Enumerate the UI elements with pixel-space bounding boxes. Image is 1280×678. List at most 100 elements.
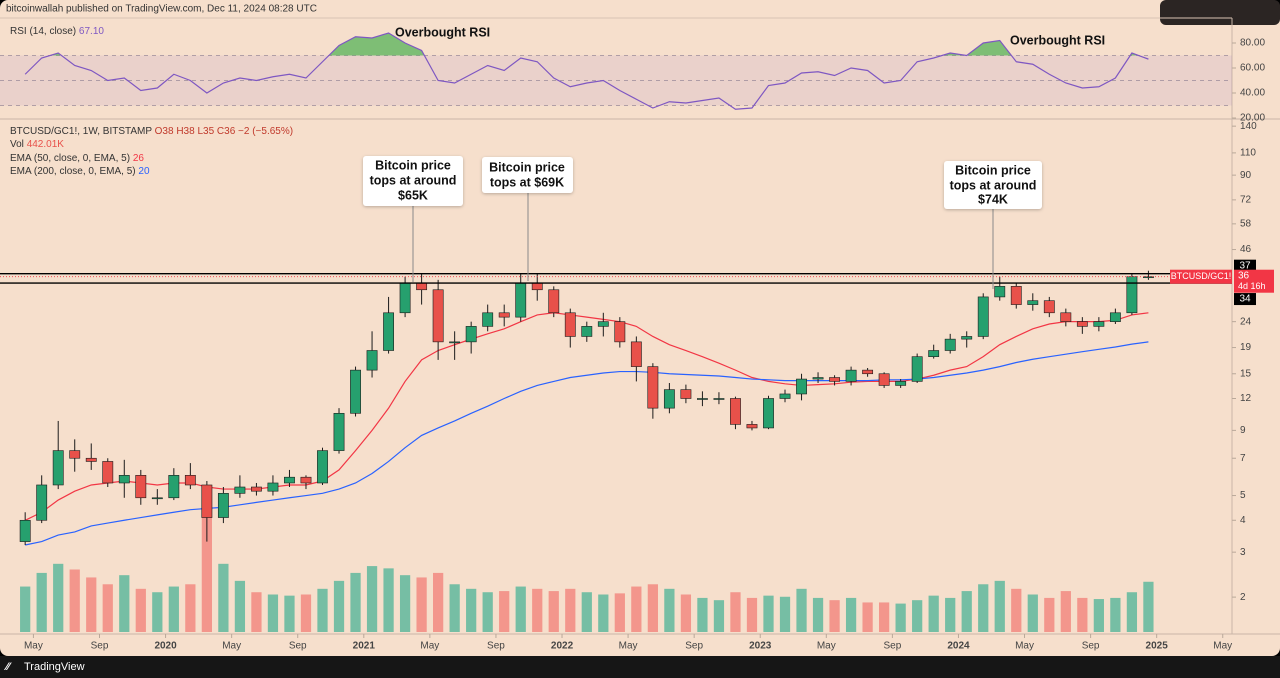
candle-body bbox=[796, 378, 807, 395]
candle-body bbox=[515, 282, 527, 318]
x-tick-label: 2025 bbox=[1146, 641, 1169, 652]
candle-body bbox=[1010, 286, 1022, 305]
candle-body bbox=[383, 312, 394, 351]
volume-bar bbox=[912, 600, 923, 632]
x-tick-label: May bbox=[420, 641, 439, 652]
volume-bar bbox=[466, 588, 477, 632]
volume-bar bbox=[862, 602, 873, 632]
volume-value: 442.01K bbox=[27, 139, 65, 150]
candle-body bbox=[201, 484, 213, 518]
volume-bar bbox=[565, 588, 576, 632]
volume-bar bbox=[664, 588, 675, 632]
ema-name: EMA (50, close, 0, EMA, 5) bbox=[10, 153, 130, 164]
candle-body bbox=[1076, 321, 1088, 327]
volume-bar bbox=[185, 584, 196, 632]
candle-body bbox=[135, 475, 147, 499]
candle-body bbox=[680, 389, 692, 399]
volume-bar bbox=[1110, 597, 1121, 632]
volume-bar bbox=[812, 597, 824, 632]
candle-body bbox=[862, 369, 874, 375]
header: bitcoinwallah published on TradingView.c… bbox=[6, 4, 317, 15]
x-tick-label: Sep bbox=[289, 641, 307, 652]
volume-bar bbox=[1143, 581, 1154, 632]
candle-body bbox=[911, 356, 923, 382]
volume-bar bbox=[796, 588, 807, 632]
volume-legend: Vol 442.01K bbox=[10, 139, 64, 150]
candle-body bbox=[697, 398, 708, 400]
y-tick-label: 46 bbox=[1240, 244, 1252, 255]
candle-body bbox=[812, 377, 824, 380]
candle-body bbox=[713, 398, 725, 400]
rsi-tick-label: 20.00 bbox=[1240, 113, 1265, 124]
callout-text: tops at around bbox=[950, 178, 1037, 192]
ohlc: O38 H38 L35 C36 −2 (−5.65%) bbox=[155, 126, 293, 137]
x-tick-label: 2021 bbox=[353, 641, 376, 652]
candle-body bbox=[663, 389, 675, 409]
x-tick-label: 2023 bbox=[749, 641, 772, 652]
candle-body bbox=[482, 312, 494, 327]
volume-bar bbox=[945, 597, 956, 632]
volume-bar bbox=[284, 595, 295, 632]
ema-legend: EMA (200, close, 0, EMA, 5) 20 bbox=[10, 166, 150, 177]
callout-text: Bitcoin price bbox=[489, 160, 565, 174]
candle-body bbox=[647, 366, 659, 409]
candle-body bbox=[234, 486, 246, 494]
candle-body bbox=[251, 486, 262, 492]
volume-bar bbox=[152, 592, 163, 632]
volume-bar bbox=[614, 593, 625, 632]
candle-body bbox=[36, 484, 48, 521]
volume-bar bbox=[631, 586, 642, 632]
x-tick-label: May bbox=[222, 641, 241, 652]
x-tick-label: Sep bbox=[685, 641, 703, 652]
volume-bar bbox=[895, 603, 906, 632]
x-tick-label: May bbox=[817, 641, 836, 652]
candle-body bbox=[878, 373, 890, 386]
volume-bar bbox=[36, 572, 47, 632]
volume-bar bbox=[746, 597, 758, 632]
callout-box bbox=[482, 157, 573, 193]
volume-bar bbox=[482, 592, 493, 632]
candle-body bbox=[581, 326, 593, 337]
candle-body bbox=[730, 398, 741, 425]
volume-bar bbox=[433, 572, 444, 632]
candle-body bbox=[746, 424, 758, 429]
volume-bar bbox=[102, 584, 113, 632]
callout-text: tops at around bbox=[370, 173, 457, 187]
x-tick-label: 2022 bbox=[551, 641, 574, 652]
footer-bar bbox=[0, 656, 1280, 678]
candle-body bbox=[184, 475, 196, 486]
volume-bar bbox=[1060, 591, 1071, 632]
candle-body bbox=[52, 450, 64, 486]
volume-bar bbox=[69, 569, 80, 632]
candle-body bbox=[1142, 276, 1154, 279]
volume-bar bbox=[879, 602, 890, 632]
volume-bar bbox=[978, 584, 989, 632]
y-tick-label: 5 bbox=[1240, 490, 1246, 501]
candle-body bbox=[498, 312, 510, 318]
x-tick-label: 2024 bbox=[947, 641, 970, 652]
y-tick-label: 3 bbox=[1240, 547, 1246, 558]
candle-body bbox=[961, 336, 973, 340]
rsi-tick-label: 80.00 bbox=[1240, 38, 1265, 49]
candle-body bbox=[102, 461, 114, 484]
volume-bar bbox=[532, 588, 543, 632]
volume-bar bbox=[730, 592, 741, 632]
rsi-value: 67.10 bbox=[79, 26, 104, 37]
volume-bar bbox=[218, 563, 229, 632]
y-tick-label: 140 bbox=[1240, 121, 1257, 132]
x-tick-label: Sep bbox=[487, 641, 505, 652]
volume-bar bbox=[1011, 588, 1022, 632]
ema-line bbox=[25, 341, 1149, 546]
y-tick-label: 72 bbox=[1240, 195, 1252, 206]
candle-body bbox=[763, 398, 774, 429]
price-box bbox=[1234, 259, 1256, 272]
callout-text: tops at $69K bbox=[490, 175, 564, 189]
x-tick-label: Sep bbox=[883, 641, 901, 652]
price-box-label: 34 bbox=[1239, 294, 1251, 305]
rsi-line bbox=[24, 32, 1149, 110]
last-price-box bbox=[1234, 269, 1274, 293]
callout-text: $74K bbox=[978, 192, 1008, 206]
ema-value: 26 bbox=[133, 153, 145, 164]
